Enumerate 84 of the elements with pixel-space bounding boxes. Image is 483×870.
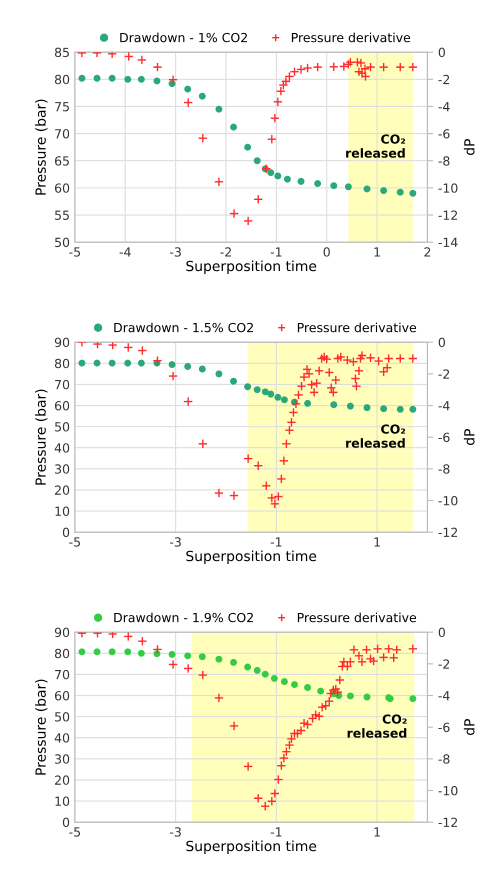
y2-tick-label: -2: [438, 659, 450, 669]
y2-tick-label: 0: [438, 48, 445, 58]
x-tick-label: -1: [270, 827, 282, 837]
y2-tick-label: -10: [438, 183, 458, 193]
y2-axis-title: dP: [464, 139, 475, 156]
y-axis-title: Pressure (bar): [35, 680, 48, 775]
x-axis-title: Superposition time: [186, 840, 316, 854]
x-tick-label: -2: [220, 247, 231, 257]
y-tick-label: 80: [54, 74, 70, 84]
x-tick-label: -3: [170, 537, 181, 547]
y-tick-label: 60: [54, 400, 70, 410]
legend-label: Pressure derivative: [298, 612, 416, 622]
y2-tick-label: -8: [438, 464, 450, 474]
x-tick-label: 1: [374, 827, 380, 837]
x-axis-title: Superposition time: [186, 260, 316, 274]
y-axis-title: Pressure (bar): [35, 100, 48, 195]
y2-tick-label: -2: [438, 369, 450, 379]
x-tick-label: -1: [270, 247, 282, 257]
y-tick-label: 40: [54, 733, 70, 743]
x-axis-title: Superposition time: [186, 550, 316, 564]
y-tick-label: 60: [54, 690, 70, 700]
y2-tick-label: -6: [438, 129, 450, 139]
y-tick-label: 75: [55, 102, 69, 112]
y-tick-label: 80: [54, 358, 70, 368]
x-tick-label: -3: [170, 827, 181, 837]
y2-axis-title: dP: [464, 719, 475, 736]
y2-tick-label: 0: [438, 338, 445, 348]
y-tick-label: 90: [54, 338, 70, 348]
y2-tick-label: -6: [438, 432, 450, 442]
y2-tick-label: -4: [438, 401, 450, 410]
y-tick-label: 65: [54, 156, 69, 166]
y2-tick-label: -4: [438, 102, 450, 112]
x-tick-label: -5: [69, 247, 80, 257]
y-tick-label: 70: [55, 380, 70, 390]
y2-tick-label: -2: [438, 74, 450, 84]
legend-label: Drawdown - 1.9% CO2: [114, 612, 253, 622]
legend-label: Pressure derivative: [292, 32, 410, 42]
y-tick-label: 20: [55, 775, 70, 785]
y-tick-label: 30: [55, 464, 70, 474]
y-tick-label: 40: [54, 443, 70, 453]
y-tick-label: 85: [54, 48, 69, 58]
y-tick-label: 0: [62, 528, 70, 538]
y-tick-label: 50: [55, 238, 70, 248]
y-tick-label: 10: [55, 506, 70, 516]
y2-tick-label: -6: [438, 722, 450, 732]
y-tick-label: 70: [55, 670, 70, 680]
y2-tick-label: -8: [438, 754, 450, 764]
x-tick-label: 0: [324, 247, 330, 257]
y-tick-label: 20: [55, 485, 70, 495]
y-tick-label: 80: [54, 648, 70, 658]
x-tick-label: -1: [270, 537, 282, 547]
y2-tick-label: -14: [438, 238, 458, 247]
x-tick-label: -3: [170, 247, 181, 257]
y-axis-title: Pressure (bar): [35, 390, 48, 485]
y2-tick-label: -12: [438, 210, 458, 220]
y2-tick-label: -12: [438, 818, 458, 827]
x-tick-label: 2: [424, 247, 430, 257]
y-tick-label: 70: [55, 129, 70, 139]
y-tick-label: 60: [54, 183, 70, 193]
x-tick-label: -4: [120, 247, 131, 257]
y-tick-label: 55: [55, 210, 69, 220]
x-tick-label: 1: [374, 537, 380, 547]
y-tick-label: 50: [55, 422, 70, 432]
y-tick-label: 90: [54, 628, 70, 638]
y2-tick-label: 0: [438, 628, 445, 638]
y-tick-label: 30: [55, 754, 70, 764]
legend-label: Pressure derivative: [298, 322, 416, 332]
band-label: CO₂ released: [346, 424, 406, 448]
y-tick-label: 50: [55, 712, 70, 722]
x-tick-label: -5: [69, 827, 80, 837]
x-tick-label: -5: [69, 537, 80, 547]
legend-label: Drawdown - 1.5% CO2: [114, 322, 253, 332]
band-label: CO₂ released: [346, 134, 406, 158]
y2-tick-label: -8: [438, 156, 450, 166]
y2-tick-label: -12: [438, 528, 458, 537]
x-tick-label: 1: [374, 247, 380, 257]
y2-axis-title: dP: [464, 429, 475, 446]
y2-tick-label: -10: [438, 786, 458, 796]
y-tick-label: 0: [62, 818, 70, 828]
y2-tick-label: -10: [438, 496, 458, 506]
legend-label: Drawdown - 1% CO2: [120, 32, 247, 42]
band-label: CO₂ released: [348, 714, 407, 738]
y-tick-label: 10: [55, 796, 70, 806]
y2-tick-label: -4: [438, 691, 450, 700]
